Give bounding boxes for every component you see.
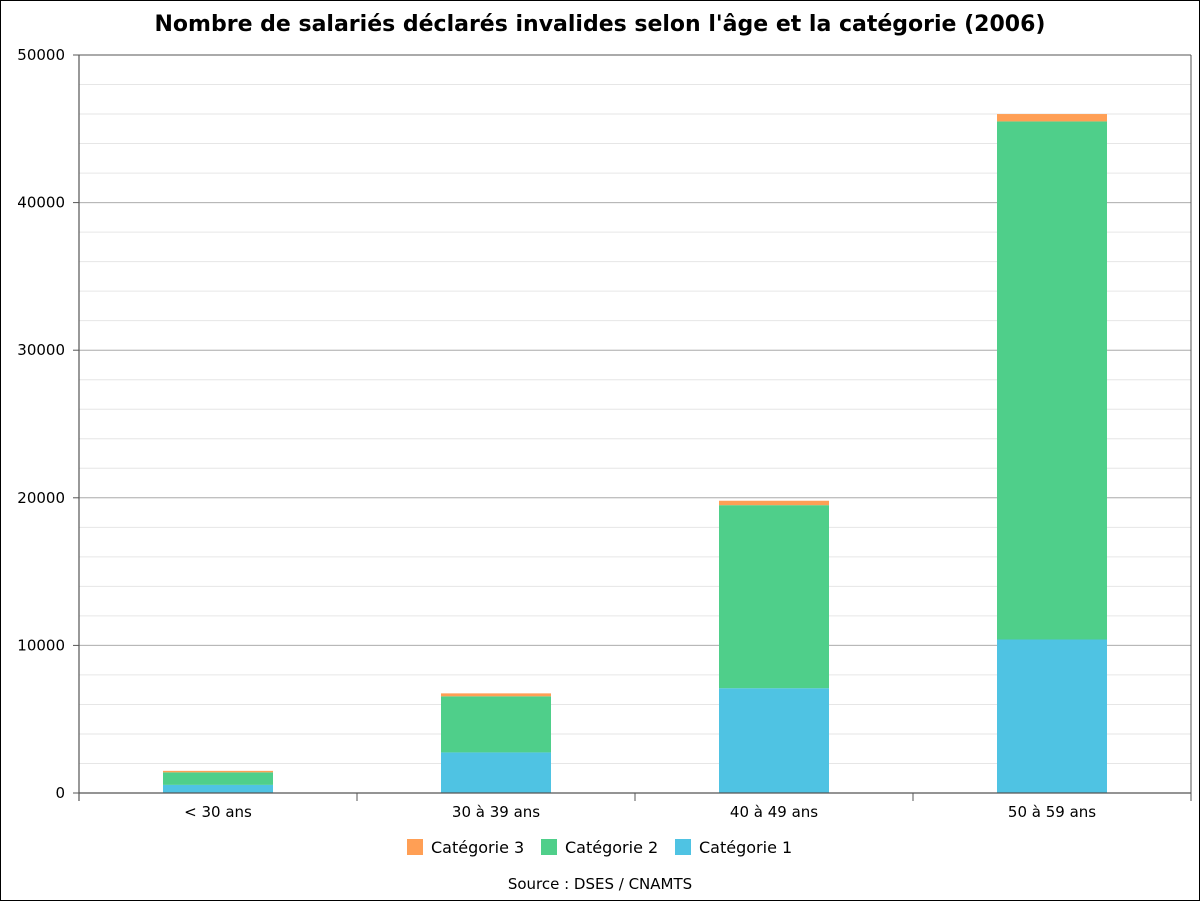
bar-segment-2-1 — [163, 772, 273, 785]
y-tick-label: 10000 — [17, 636, 65, 654]
bar-segment-2-4 — [997, 121, 1107, 640]
chart-source: Source : DSES / CNAMTS — [508, 875, 692, 893]
x-tick-label: < 30 ans — [184, 803, 252, 821]
bar-segment-1-4 — [997, 639, 1107, 793]
bar-segment-3-1 — [163, 770, 273, 773]
y-tick-label: 0 — [55, 784, 65, 802]
y-tick-label: 20000 — [17, 489, 65, 507]
y-tick-label: 50000 — [17, 46, 65, 64]
bar-segment-1-2 — [441, 752, 551, 793]
legend-swatch — [407, 839, 423, 855]
bar-segment-1-3 — [719, 688, 829, 793]
x-tick-label: 40 à 49 ans — [730, 803, 818, 821]
legend: Catégorie 3 Catégorie 2 Catégorie 1 — [407, 838, 792, 857]
chart-title: Nombre de salariés déclarés invalides se… — [155, 12, 1046, 37]
bar-segment-3-4 — [997, 114, 1107, 122]
legend-label: Catégorie 1 — [699, 838, 792, 857]
legend-label: Catégorie 3 — [431, 838, 524, 857]
bar-segment-3-2 — [441, 693, 551, 697]
bar-segment-2-2 — [441, 696, 551, 753]
bar-segment-2-3 — [719, 505, 829, 689]
bar-segment-1-1 — [163, 784, 273, 793]
x-tick-label: 50 à 59 ans — [1008, 803, 1096, 821]
x-tick-label: 30 à 39 ans — [452, 803, 540, 821]
bar-segment-3-3 — [719, 500, 829, 506]
bars — [163, 114, 1107, 793]
legend-swatch — [541, 839, 557, 855]
y-tick-label: 40000 — [17, 194, 65, 212]
axes: 0 10000 20000 30000 40000 50000 < 30 ans 30 à 3… — [17, 46, 1192, 821]
legend-swatch — [675, 839, 691, 855]
y-tick-label: 30000 — [17, 341, 65, 359]
legend-label: Catégorie 2 — [565, 838, 658, 857]
